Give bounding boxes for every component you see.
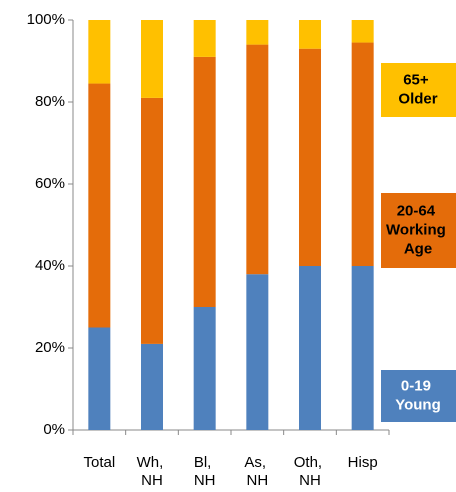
- x-tick-label: Total: [83, 454, 115, 471]
- y-tick-label: 80%: [35, 93, 65, 110]
- bar-segment: [88, 20, 111, 84]
- bar-segment: [141, 97, 163, 344]
- bar-segment: [351, 20, 374, 43]
- bar-segment: [246, 20, 269, 45]
- bar-segment: [193, 20, 216, 57]
- bar-segment: [88, 327, 111, 430]
- x-tick-label: Hisp: [348, 454, 378, 471]
- bar-segment: [299, 48, 321, 267]
- y-tick-label: 100%: [27, 11, 65, 28]
- bar-segment: [141, 343, 163, 430]
- bar-segment: [351, 42, 374, 266]
- x-tick-label: As, NH: [244, 454, 270, 489]
- bar-segment: [193, 307, 216, 430]
- bar-segment: [88, 83, 111, 328]
- legend-label: 20-64 Working Age: [386, 202, 450, 257]
- legend-label: 0-19 Young: [395, 377, 441, 413]
- x-tick-label: Wh, NH: [137, 454, 168, 489]
- bar-segment: [246, 44, 269, 275]
- legend-label: 65+ Older: [398, 71, 437, 107]
- y-tick-label: 40%: [35, 257, 65, 274]
- bar-segment: [299, 20, 321, 49]
- x-tick-label: Oth, NH: [294, 454, 327, 489]
- legend-swatch: [381, 63, 456, 117]
- legend-swatch: [381, 370, 456, 422]
- bar-segment: [299, 266, 321, 430]
- bar-segment: [193, 56, 216, 308]
- bar-segment: [246, 274, 269, 430]
- bar-segment: [351, 266, 374, 430]
- y-tick-label: 20%: [35, 339, 65, 356]
- y-tick-label: 60%: [35, 175, 65, 192]
- x-tick-label: Bl, NH: [194, 454, 216, 489]
- y-tick-label: 0%: [43, 421, 65, 438]
- bar-segment: [141, 20, 163, 98]
- legend-swatch: [381, 193, 456, 268]
